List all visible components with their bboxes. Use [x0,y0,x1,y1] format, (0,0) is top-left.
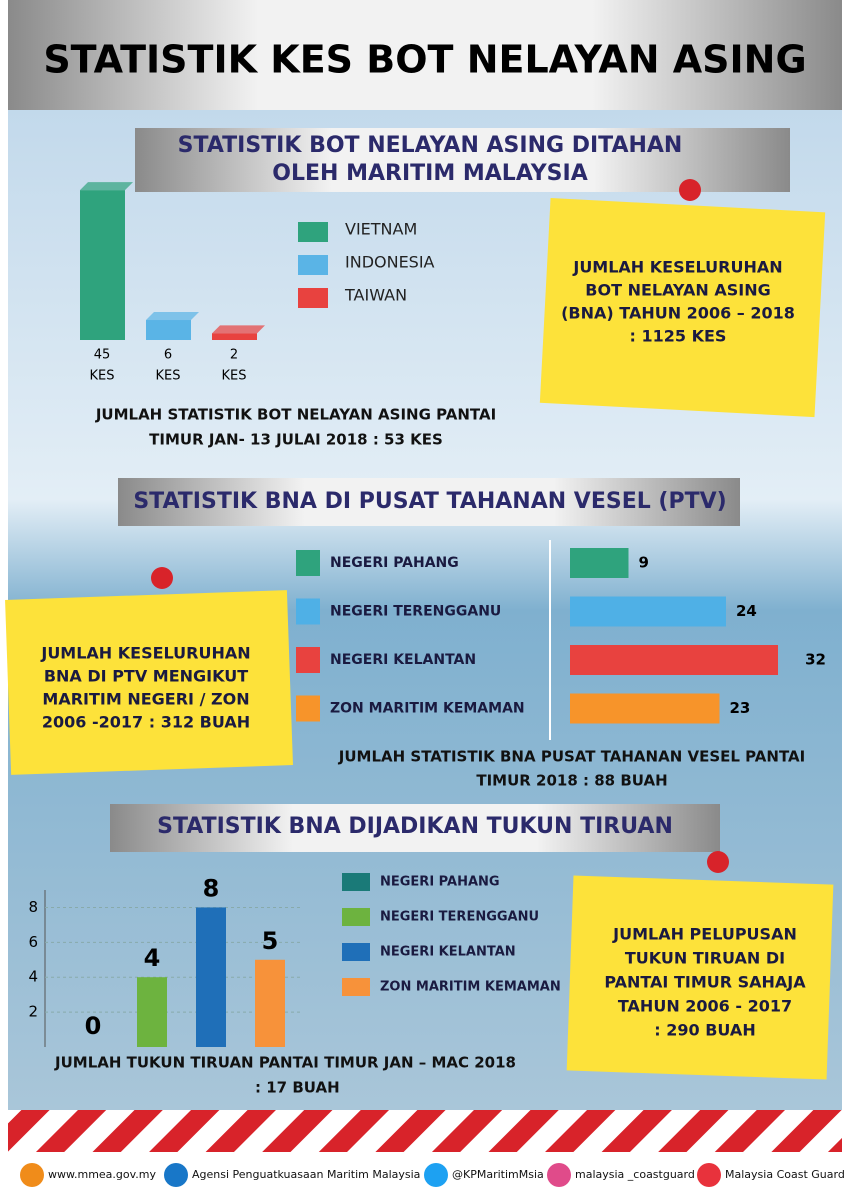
note-text: BNA DI PTV MENGIKUT [44,667,248,686]
total-text: JUMLAH TUKUN TIRUAN PANTAI TIMUR JAN – M… [54,1054,516,1072]
bar [570,645,778,675]
value-label: 23 [730,699,751,717]
value-label: 8 [203,874,220,902]
title-bar [8,0,842,110]
legend-swatch [298,255,328,275]
legend-swatch [296,598,320,625]
stripes [8,1110,842,1152]
legend-label: ZON MARITIM KEMAMAN [330,701,525,717]
note-text: TUKUN TIRUAN DI [625,949,785,968]
legend-swatch [296,695,320,722]
footer-link: www.mmea.gov.my [48,1168,156,1181]
bar [570,693,720,724]
section-title: OLEH MARITIM MALAYSIA [272,161,587,186]
section-title: STATISTIK BNA DIJADIKAN TUKUN TIRUAN [157,814,673,839]
y-tick-label: 6 [28,933,38,951]
note-text: BOT NELAYAN ASING [585,281,770,300]
bar [196,907,226,1047]
page-title: STATISTIK KES BOT NELAYAN ASING [43,38,806,82]
note-text: TAHUN 2006 - 2017 [618,997,792,1016]
note-text: (BNA) TAHUN 2006 – 2018 [561,304,795,323]
legend-label: ZON MARITIM KEMAMAN [380,980,561,995]
legend-label: NEGERI KELANTAN [380,945,516,960]
pushpin [151,567,173,589]
legend-label: VIETNAM [345,220,417,239]
y-tick-label: 4 [28,968,38,986]
total-text: : 17 BUAH [255,1079,340,1097]
total-text: TIMUR JAN- 13 JULAI 2018 : 53 KES [149,431,443,449]
bar-top [80,182,133,191]
legend-label: NEGERI TERENGGANU [330,604,501,620]
banner [135,128,790,192]
value-label: 0 [85,1012,102,1040]
section-title: STATISTIK BNA DI PUSAT TAHANAN VESEL (PT… [133,489,726,514]
bar-top [146,312,199,321]
banner [118,478,740,526]
icon [424,1163,448,1187]
note-text: MARITIM NEGERI / ZON [42,690,249,709]
icon [697,1163,721,1187]
section-title: STATISTIK BOT NELAYAN ASING DITAHAN [178,133,683,158]
note-text: JUMLAH PELUPUSAN [612,925,797,944]
value-label: 5 [262,927,279,955]
legend-swatch [298,222,328,242]
legend-swatch [296,550,320,576]
legend-swatch [298,288,328,308]
legend-label: NEGERI KELANTAN [330,652,476,668]
note-text: : 290 BUAH [654,1021,755,1040]
legend-label: INDONESIA [345,253,435,272]
value-label: 2 [230,348,238,363]
footer-link: Agensi Penguatkuasaan Maritim Malaysia [192,1168,420,1181]
legend-swatch [296,647,320,673]
icon [164,1163,188,1187]
legend-swatch [342,978,370,996]
bar [570,596,726,627]
bar [137,977,167,1047]
value-label: 45 [94,348,111,363]
sticky-note [5,590,293,775]
total-text: JUMLAH STATISTIK BNA PUSAT TAHANAN VESEL… [338,748,805,766]
legend-swatch [342,873,370,891]
footer-link: @KPMaritimMsia [452,1168,544,1181]
note-text: JUMLAH KESELURUHAN [40,644,250,663]
sticky-note [566,875,834,1080]
legend-label: NEGERI PAHANG [380,875,500,890]
pushpin [707,851,729,873]
bar [212,333,257,340]
note-text: : 1125 KES [630,327,727,346]
sticky-note [539,197,826,418]
legend-label: TAIWAN [344,286,407,305]
total-text: JUMLAH STATISTIK BOT NELAYAN ASING PANTA… [95,406,496,424]
bar [146,320,191,340]
legend-swatch [342,943,370,961]
footer-link: Malaysia Coast Guard [725,1168,845,1181]
bar [255,959,285,1047]
y-tick-label: 8 [28,898,38,916]
value-unit: KES [90,369,115,384]
value-label: 32 [805,651,826,669]
value-unit: KES [156,369,181,384]
note-text: JUMLAH KESELURUHAN [572,258,782,277]
value-unit: KES [222,369,247,384]
bar-top [212,325,265,334]
icon [547,1163,571,1187]
value-label: 4 [144,944,161,972]
bar [570,548,629,578]
y-tick-label: 2 [28,1003,38,1021]
value-label: 9 [639,554,649,572]
bar [80,190,125,340]
pushpin [679,179,701,201]
icon [20,1163,44,1187]
total-text: TIMUR 2018 : 88 BUAH [476,772,667,790]
legend-label: NEGERI TERENGGANU [380,910,539,925]
value-label: 24 [736,602,757,620]
banner [110,804,720,852]
note-text: PANTAI TIMUR SAHAJA [604,973,806,992]
legend-label: NEGERI PAHANG [330,555,459,571]
legend-swatch [342,908,370,926]
footer-link: malaysia _coastguard [575,1168,695,1181]
note-text: 2006 -2017 : 312 BUAH [42,713,250,732]
value-label: 6 [164,348,172,363]
